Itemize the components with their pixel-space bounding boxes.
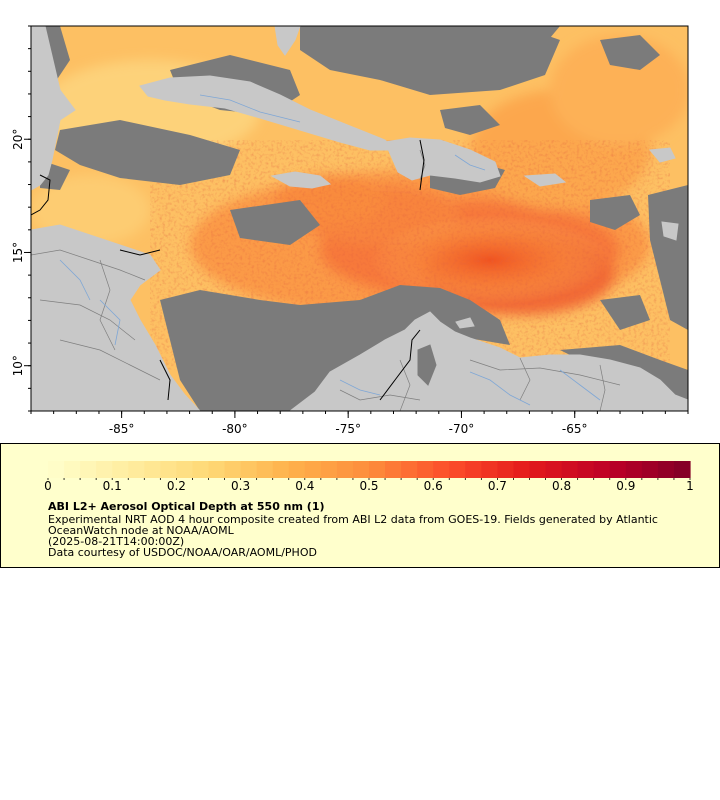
colorbar-cell xyxy=(352,461,370,478)
colorbar-cell xyxy=(529,461,547,478)
colorbar-cell xyxy=(369,461,386,478)
colorbar-tick-label: 0.5 xyxy=(359,479,378,493)
legend-description: Experimental NRT AOD 4 hour composite cr… xyxy=(48,513,658,526)
colorbar-cell xyxy=(112,461,129,478)
colorbar-cell xyxy=(192,461,210,478)
colorbar-cell xyxy=(481,461,498,478)
colorbar-ticks: 0 0.1 0.2 0.3 0.4 0.5 0.6 0.7 0.8 0.9 1 xyxy=(44,478,694,493)
colorbar-cell xyxy=(208,461,226,478)
colorbar-cell xyxy=(160,461,177,478)
colorbar-cell xyxy=(224,461,242,478)
map-layers xyxy=(31,26,688,411)
legend-credit: Data courtesy of USDOC/NOAA/OAR/AOML/PHO… xyxy=(48,546,317,559)
colorbar-cell xyxy=(449,461,466,478)
colorbar-tick-label: 0.1 xyxy=(103,479,122,493)
colorbar-cell xyxy=(433,461,450,478)
aod-map: -85° -80° -75° -70° -65° 20° 15° 10° xyxy=(11,25,689,436)
legend-panel: 0 0.1 0.2 0.3 0.4 0.5 0.6 0.7 0.8 0.9 1 ABI L2+ Ae… xyxy=(0,443,720,568)
black-borders xyxy=(31,139,425,401)
colorbar-cells xyxy=(48,461,691,478)
colorbar-cell xyxy=(513,461,531,478)
colorbar-cell xyxy=(144,461,161,478)
colorbar-cell xyxy=(272,461,290,478)
latitude-axis: 20° 15° 10° xyxy=(11,25,31,412)
lake-maracaibo xyxy=(417,344,437,386)
colorbar-cell xyxy=(240,461,258,478)
jamaica-land xyxy=(270,171,332,189)
colorbar-tick-label: 1 xyxy=(686,479,694,493)
central-america-land xyxy=(31,224,201,411)
land-masses xyxy=(31,26,688,411)
hispaniola-land xyxy=(384,137,501,183)
colorbar-tick-label: 0.9 xyxy=(616,479,635,493)
colorbar-cell xyxy=(48,461,65,478)
colorbar-tick-label: 0.2 xyxy=(167,479,186,493)
legend-title: ABI L2+ Aerosol Optical Depth at 550 nm … xyxy=(48,500,325,513)
puerto-rico-land xyxy=(523,173,567,187)
colorbar-cell xyxy=(561,461,579,478)
rivers xyxy=(59,94,601,406)
colorbar: 0 0.1 0.2 0.3 0.4 0.5 0.6 0.7 0.8 0.9 1 xyxy=(44,461,694,493)
colorbar-cell xyxy=(64,461,81,478)
colorbar-tick-label: 0.4 xyxy=(295,479,314,493)
colorbar-cell xyxy=(497,461,515,478)
colorbar-cell xyxy=(609,461,627,478)
colorbar-cell xyxy=(320,461,338,478)
lat-tick-label: 20° xyxy=(11,129,25,150)
colorbar-cell xyxy=(304,461,322,478)
colorbar-cell xyxy=(288,461,306,478)
lon-tick-label: -85° xyxy=(109,422,135,436)
colorbar-cell xyxy=(465,461,482,478)
lon-tick-label: -75° xyxy=(335,422,361,436)
colorbar-cell xyxy=(336,461,354,478)
colorbar-cell xyxy=(385,461,402,478)
yucatan-land xyxy=(31,26,76,191)
lat-tick-label: 10° xyxy=(11,355,25,376)
colorbar-cell xyxy=(256,461,274,478)
colorbar-tick-label: 0.8 xyxy=(552,479,571,493)
colorbar-tick-label: 0.7 xyxy=(488,479,507,493)
colorbar-cell xyxy=(577,461,595,478)
colorbar-cell xyxy=(128,461,145,478)
colorbar-cell xyxy=(657,461,675,478)
colorbar-cell xyxy=(545,461,563,478)
legend-description-cont: OceanWatch node at NOAA/AOML xyxy=(48,524,234,537)
south-america-land xyxy=(289,311,688,411)
colorbar-cell xyxy=(401,461,418,478)
legend-timestamp: (2025-08-21T14:00:00Z) xyxy=(48,535,185,548)
colorbar-cell xyxy=(80,461,97,478)
colorbar-cell xyxy=(673,461,691,478)
lon-tick-label: -65° xyxy=(562,422,588,436)
colorbar-cell xyxy=(96,461,113,478)
colorbar-tick-label: 0.6 xyxy=(424,479,443,493)
map-canvas: -85° -80° -75° -70° -65° 20° 15° 10° xyxy=(11,25,689,436)
colorbar-cell xyxy=(417,461,434,478)
map-frame xyxy=(30,25,689,412)
lat-tick-label: 15° xyxy=(11,242,25,263)
lon-tick-label: -80° xyxy=(222,422,248,436)
colorbar-tick-label: 0.3 xyxy=(231,479,250,493)
lon-tick-label: -70° xyxy=(449,422,475,436)
colorbar-cell xyxy=(593,461,611,478)
longitude-axis: -85° -80° -75° -70° -65° xyxy=(30,411,689,436)
colorbar-cell xyxy=(176,461,194,478)
colorbar-cell xyxy=(625,461,643,478)
colorbar-cell xyxy=(641,461,659,478)
country-borders xyxy=(31,149,621,411)
florida-land xyxy=(274,26,301,56)
colorbar-tick-label: 0 xyxy=(44,479,52,493)
